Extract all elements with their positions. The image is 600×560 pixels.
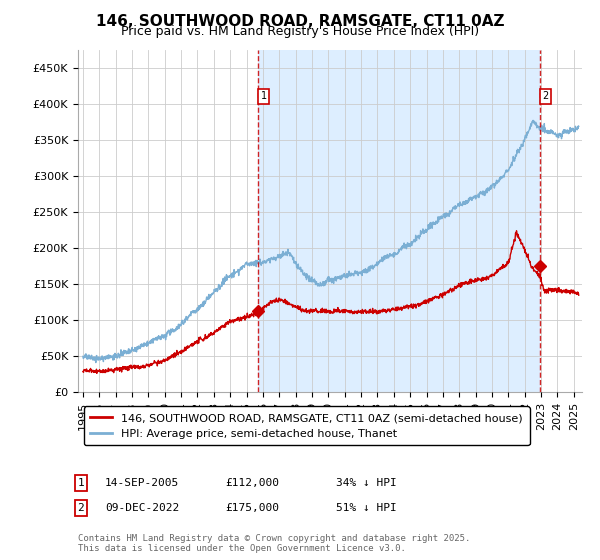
Text: Price paid vs. HM Land Registry's House Price Index (HPI): Price paid vs. HM Land Registry's House … xyxy=(121,25,479,38)
Text: 14-SEP-2005: 14-SEP-2005 xyxy=(105,478,179,488)
Text: 1: 1 xyxy=(260,91,267,101)
Legend: 146, SOUTHWOOD ROAD, RAMSGATE, CT11 0AZ (semi-detached house), HPI: Average pric: 146, SOUTHWOOD ROAD, RAMSGATE, CT11 0AZ … xyxy=(83,407,530,445)
Text: 1: 1 xyxy=(77,478,85,488)
Text: 34% ↓ HPI: 34% ↓ HPI xyxy=(336,478,397,488)
Text: 51% ↓ HPI: 51% ↓ HPI xyxy=(336,503,397,513)
Text: 2: 2 xyxy=(77,503,85,513)
Text: £175,000: £175,000 xyxy=(225,503,279,513)
Text: 146, SOUTHWOOD ROAD, RAMSGATE, CT11 0AZ: 146, SOUTHWOOD ROAD, RAMSGATE, CT11 0AZ xyxy=(96,14,504,29)
Text: £112,000: £112,000 xyxy=(225,478,279,488)
Bar xyxy=(258,50,540,392)
Text: 09-DEC-2022: 09-DEC-2022 xyxy=(105,503,179,513)
Text: Contains HM Land Registry data © Crown copyright and database right 2025.
This d: Contains HM Land Registry data © Crown c… xyxy=(78,534,470,553)
Text: 2: 2 xyxy=(542,91,549,101)
